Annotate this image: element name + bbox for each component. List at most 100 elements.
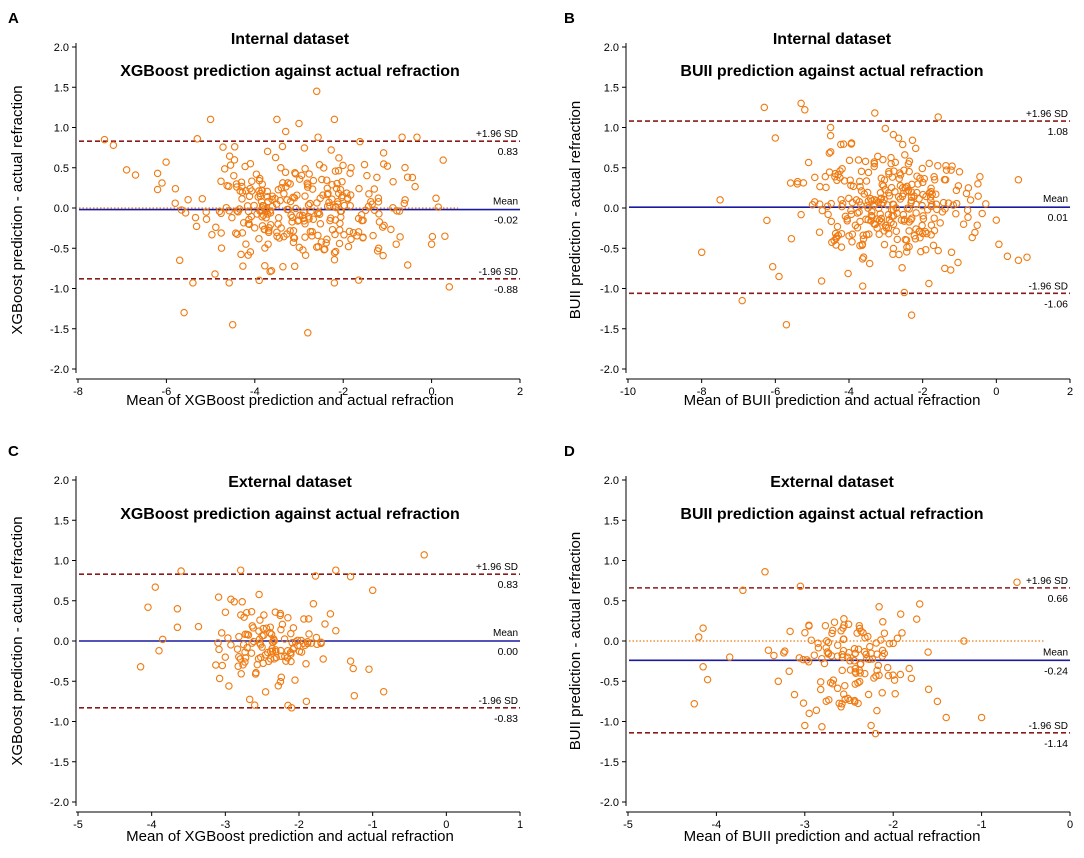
data-point (243, 643, 251, 652)
x-tick-label: -5 (73, 819, 83, 831)
data-point (827, 217, 836, 226)
data-point (228, 320, 237, 329)
data-point (342, 189, 351, 197)
data-point (799, 699, 808, 707)
data-point (739, 586, 747, 595)
data-point (335, 226, 344, 234)
data-point (833, 684, 842, 693)
data-point (295, 119, 303, 128)
data-point (439, 156, 447, 164)
data-point (799, 655, 807, 664)
data-point (224, 634, 232, 642)
y-tick-label: 1.5 (54, 82, 69, 94)
data-point (392, 240, 400, 248)
data-point (171, 184, 180, 193)
data-point (697, 248, 706, 257)
data-point (821, 172, 830, 181)
data-point (885, 167, 893, 176)
data-point (245, 215, 253, 224)
data-point (346, 202, 354, 210)
data-point (321, 245, 329, 253)
data-point (838, 199, 847, 208)
data-point (818, 206, 827, 215)
data-point (837, 195, 845, 204)
data-point (925, 159, 933, 168)
data-point (851, 698, 859, 706)
data-point (844, 620, 853, 629)
data-point (774, 677, 783, 686)
data-point (236, 566, 245, 574)
chart-subtitle: XGBoost prediction against actual refrac… (120, 63, 460, 80)
data-point (896, 670, 905, 679)
panel-d: D External dataset BUII prediction again… (542, 433, 1084, 858)
data-point (245, 220, 254, 229)
data-point (874, 152, 882, 161)
data-point (340, 231, 348, 239)
data-point (785, 667, 793, 676)
data-point (401, 196, 409, 204)
data-point (144, 603, 152, 611)
data-point (379, 251, 387, 260)
data-point (158, 635, 167, 644)
data-point (344, 242, 353, 251)
data-point (359, 233, 367, 241)
data-point (291, 638, 300, 646)
data-point (257, 197, 266, 206)
data-point (918, 229, 927, 238)
y-tick-label: 2.0 (604, 42, 619, 54)
data-point (844, 694, 852, 703)
data-points (690, 568, 1021, 738)
data-point (445, 283, 454, 291)
data-point (331, 202, 340, 211)
data-point (314, 209, 322, 218)
data-point (261, 244, 269, 252)
data-point (870, 674, 878, 682)
panel-letter: A (8, 10, 19, 27)
data-point (261, 262, 269, 270)
data-point (865, 259, 874, 268)
data-point (854, 156, 863, 164)
data-point (889, 220, 898, 229)
data-point (270, 635, 278, 643)
data-point (263, 187, 272, 196)
data-point (716, 196, 724, 204)
mean-label: Mean (1043, 194, 1068, 205)
data-point (781, 647, 789, 655)
data-point (250, 701, 259, 709)
mean-label: Mean (493, 197, 518, 208)
data-point (837, 703, 845, 711)
x-tick-label: 1 (517, 819, 523, 831)
y-tick-label: 0.5 (604, 163, 619, 175)
data-point (853, 209, 862, 217)
data-point (867, 649, 875, 658)
data-point (826, 148, 835, 156)
data-point (280, 190, 288, 198)
data-point (828, 626, 837, 635)
data-point (301, 233, 309, 241)
data-point (290, 194, 299, 202)
data-point (264, 228, 273, 237)
data-point (215, 207, 224, 216)
data-point (398, 133, 406, 141)
data-point (181, 209, 190, 217)
data-point (864, 197, 873, 205)
data-point (827, 199, 835, 208)
data-point (287, 629, 295, 638)
data-point (826, 131, 835, 140)
data-point (241, 162, 249, 171)
data-point (761, 568, 769, 576)
data-point (925, 279, 933, 288)
lower-limit-label: -1.96 SD (1029, 721, 1068, 732)
y-tick-label: 1.0 (604, 123, 619, 135)
chart-subtitle: BUII prediction against actual refractio… (680, 506, 984, 523)
data-point (326, 610, 335, 618)
data-point (934, 113, 942, 121)
data-point (816, 685, 825, 694)
data-point (217, 244, 226, 252)
data-point (837, 243, 846, 251)
data-point (952, 186, 961, 195)
lower-limit-label: -1.96 SD (479, 696, 518, 707)
data-point (306, 227, 315, 236)
data-point (291, 170, 300, 178)
data-point (995, 240, 1003, 249)
